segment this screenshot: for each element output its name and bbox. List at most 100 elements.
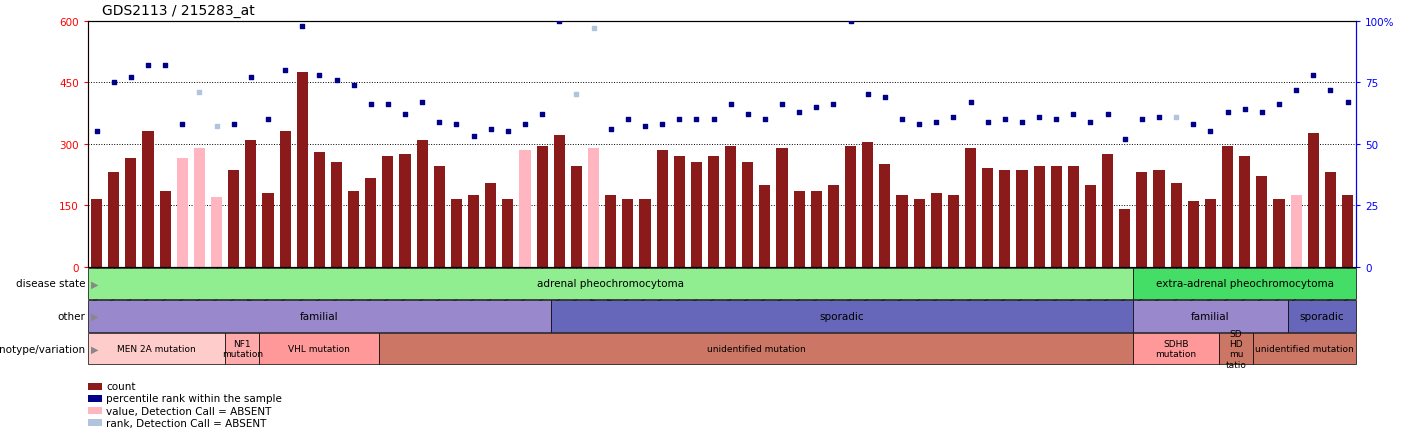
Point (1319, 87, 1342, 94)
Bar (1274, 200, 1285, 267)
Text: ▶: ▶ (91, 344, 98, 354)
Point (1181, 121, 1204, 128)
Bar (1325, 173, 1336, 267)
Bar (554, 136, 565, 267)
Bar (365, 179, 376, 267)
Point (85, 128, 108, 135)
Text: adrenal pheochromocytoma: adrenal pheochromocytoma (537, 279, 684, 289)
Point (1130, 116, 1153, 123)
Bar (947, 195, 959, 267)
Point (1096, 112, 1119, 118)
Bar (1218, 333, 1254, 365)
Point (1062, 112, 1085, 118)
Text: familial: familial (300, 312, 339, 321)
Text: NF1
mutation: NF1 mutation (222, 339, 263, 358)
Point (856, 92, 879, 99)
Bar (1119, 210, 1130, 267)
Bar (263, 193, 274, 267)
Bar (88, 301, 551, 332)
Point (1285, 87, 1308, 94)
Bar (433, 167, 444, 267)
Point (119, 75, 142, 82)
Point (667, 116, 690, 123)
Bar (709, 157, 719, 267)
Bar (1034, 167, 1045, 267)
Point (1268, 102, 1291, 108)
Bar (88, 268, 1133, 299)
Text: SDHB
mutation: SDHB mutation (1156, 339, 1197, 358)
Text: disease state: disease state (16, 279, 85, 289)
Point (1011, 119, 1034, 126)
Point (170, 121, 193, 128)
Point (822, 102, 845, 108)
Bar (314, 152, 325, 267)
Bar (605, 195, 616, 267)
Text: familial: familial (1191, 312, 1230, 321)
Bar (88, 333, 226, 365)
Point (1164, 114, 1187, 121)
Bar (1133, 268, 1356, 299)
Bar (226, 333, 260, 365)
Point (1198, 128, 1221, 135)
Bar (983, 169, 993, 267)
Point (633, 124, 656, 131)
Point (136, 62, 159, 69)
Bar (280, 132, 291, 267)
Bar (1133, 301, 1288, 332)
Bar (1257, 177, 1268, 267)
Bar (760, 185, 771, 267)
Bar (1240, 157, 1250, 267)
Bar (622, 200, 633, 267)
Bar (176, 158, 187, 267)
Bar (896, 195, 907, 267)
Text: sporadic: sporadic (819, 312, 865, 321)
Bar (348, 191, 359, 267)
Point (582, 26, 605, 33)
Point (873, 94, 896, 101)
Bar (537, 146, 548, 267)
Bar (656, 151, 667, 267)
Bar (571, 167, 582, 267)
Point (342, 82, 365, 89)
Text: percentile rank within the sample: percentile rank within the sample (106, 394, 283, 403)
Text: extra-adrenal pheochromocytoma: extra-adrenal pheochromocytoma (1156, 279, 1333, 289)
Text: other: other (57, 312, 85, 321)
Bar (1291, 195, 1302, 267)
Point (805, 104, 828, 111)
Point (959, 99, 981, 106)
Bar (297, 73, 308, 267)
Bar (331, 163, 342, 267)
Point (994, 116, 1017, 123)
Bar (452, 200, 462, 267)
Point (206, 124, 229, 131)
Bar (1017, 171, 1028, 267)
Text: rank, Detection Call = ABSENT: rank, Detection Call = ABSENT (106, 418, 267, 427)
Bar (379, 333, 1133, 365)
Text: sporadic: sporadic (1299, 312, 1345, 321)
Text: ▶: ▶ (91, 312, 98, 321)
Point (941, 114, 964, 121)
Point (359, 102, 382, 108)
Point (599, 126, 622, 133)
Point (410, 99, 433, 106)
Bar (399, 155, 410, 267)
Bar (246, 140, 257, 267)
Bar (229, 171, 239, 267)
Bar (1206, 200, 1216, 267)
Bar (777, 148, 788, 267)
Point (1028, 114, 1051, 121)
Point (274, 67, 297, 74)
Point (977, 119, 1000, 126)
Point (839, 18, 862, 25)
Bar (673, 157, 684, 267)
Point (102, 79, 125, 86)
Bar (913, 200, 924, 267)
Bar (930, 193, 941, 267)
Bar (1170, 183, 1181, 267)
Point (788, 109, 811, 116)
Bar (551, 301, 1133, 332)
Point (650, 121, 673, 128)
Bar (726, 146, 736, 267)
Bar (1153, 171, 1164, 267)
Point (325, 77, 348, 84)
